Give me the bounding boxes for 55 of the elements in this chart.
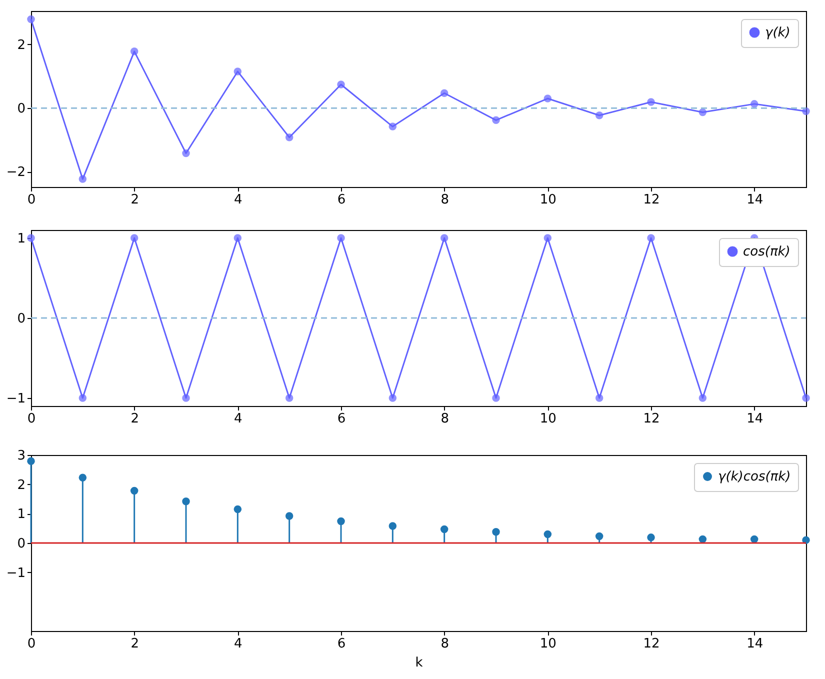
point [647, 98, 655, 106]
x-tick-label: 12 [643, 636, 660, 652]
y-tick-label: 3 [17, 448, 26, 464]
point [182, 149, 190, 158]
point [388, 122, 397, 130]
point [285, 133, 294, 142]
point [440, 89, 448, 97]
point [595, 112, 604, 120]
x-tick-label: 4 [234, 412, 242, 426]
x-tick-label: 10 [540, 412, 556, 426]
y-tick-label: 0 [17, 536, 26, 552]
point [750, 100, 758, 108]
x-tick-label: 8 [440, 636, 449, 652]
point [492, 116, 500, 124]
x-tick-label: 4 [234, 636, 242, 652]
point [234, 68, 242, 76]
x-tick-label: 0 [27, 636, 36, 652]
y-tick-label: 1 [17, 232, 26, 246]
x-tick-label: 8 [440, 412, 449, 426]
point [698, 108, 707, 116]
x-tick-label: 6 [337, 636, 346, 652]
point [544, 94, 552, 102]
x-tick-label: 4 [234, 192, 242, 208]
x-tick-label: 0 [27, 192, 36, 208]
x-tick-label: 10 [540, 636, 556, 652]
point [78, 175, 87, 183]
x-tick-label: 6 [337, 192, 346, 208]
x-tick-label: 12 [643, 192, 660, 208]
x-tick-label: 2 [130, 412, 139, 426]
x-tick-label: 0 [27, 412, 36, 426]
y-tick-label: −1 [6, 392, 26, 406]
y-tick-label: 0 [17, 312, 26, 326]
y-tick-label: 0 [17, 102, 26, 117]
y-tick-label: −2 [6, 165, 26, 180]
y-tick-label: 2 [17, 478, 26, 493]
x-tick-label: 8 [440, 192, 449, 208]
legend-label: γ(k) [765, 26, 790, 40]
x-tick-label: 10 [540, 192, 556, 208]
x-tick-label: 6 [337, 412, 346, 426]
point [27, 15, 35, 24]
x-tick-label: 14 [746, 192, 764, 208]
x-tick-label: 14 [746, 412, 764, 426]
y-tick-label: 2 [17, 38, 26, 53]
point [337, 80, 345, 88]
y-tick-label: 1 [17, 507, 26, 522]
x-tick-label: 12 [643, 412, 660, 426]
x-tick-label: 2 [130, 636, 139, 652]
legend-label: cos(πk) [743, 244, 790, 260]
x-tick-label: 2 [130, 192, 139, 208]
x-axis-title: k [415, 656, 424, 670]
legend-label: γ(k)cos(πk) [718, 470, 791, 484]
point [130, 48, 138, 56]
point [802, 107, 810, 116]
y-tick-label: −1 [6, 566, 26, 581]
x-tick-label: 14 [746, 636, 764, 652]
